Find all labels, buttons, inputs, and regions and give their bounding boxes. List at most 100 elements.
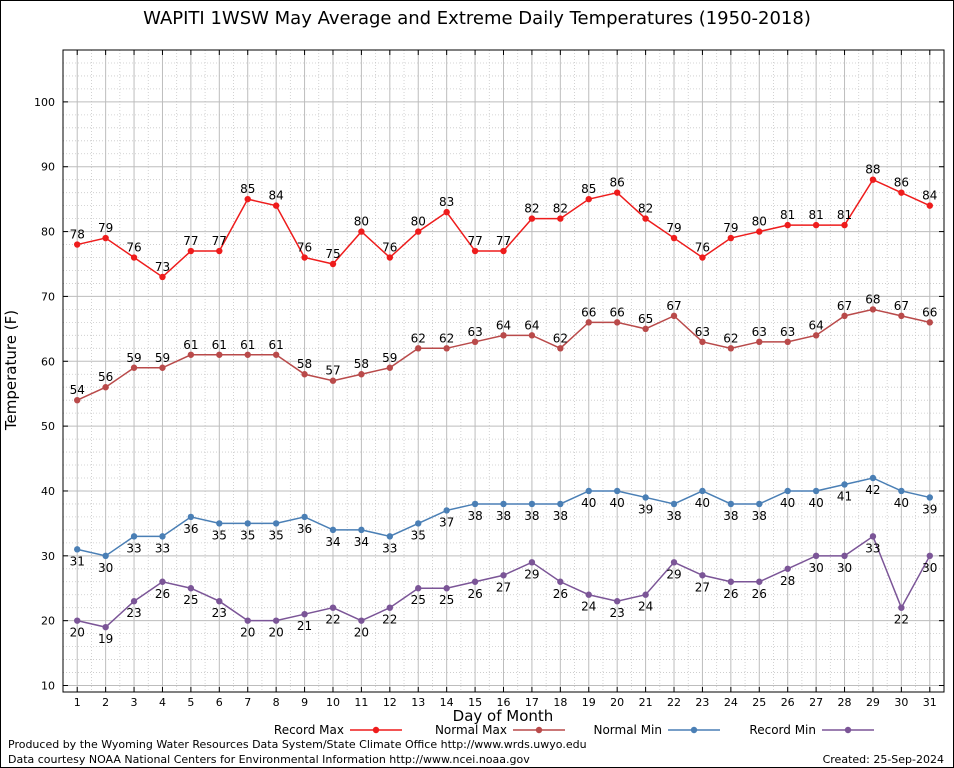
data-point (699, 487, 706, 495)
data-label: 38 (467, 509, 482, 523)
data-label: 35 (212, 528, 227, 542)
data-label: 80 (411, 215, 426, 229)
data-label: 38 (666, 509, 681, 523)
data-label: 80 (752, 215, 767, 229)
data-label: 85 (581, 182, 596, 196)
y-tick-label: 20 (41, 615, 55, 628)
data-label: 79 (723, 221, 738, 235)
data-label: 19 (98, 632, 113, 646)
y-axis-label: Temperature (F) (2, 310, 20, 431)
x-tick-label: 25 (752, 696, 766, 709)
data-point (528, 332, 536, 339)
data-label: 83 (439, 195, 454, 209)
data-point (500, 500, 507, 508)
x-tick-label: 21 (639, 696, 653, 709)
data-label: 80 (354, 215, 369, 229)
data-label: 38 (553, 509, 568, 523)
legend-label: Record Max (274, 723, 344, 737)
data-label: 58 (354, 357, 369, 371)
x-tick-label: 4 (159, 696, 166, 709)
data-label: 39 (638, 502, 653, 516)
legend-marker (690, 726, 698, 734)
legend-marker (372, 726, 380, 734)
data-label: 59 (126, 351, 141, 365)
data-label: 84 (922, 189, 937, 203)
data-point (926, 494, 933, 501)
data-point (272, 617, 280, 624)
data-label: 73 (155, 260, 170, 274)
data-point (159, 364, 166, 371)
data-label: 56 (98, 370, 113, 384)
y-tick-label: 30 (41, 550, 55, 563)
data-point (329, 526, 337, 534)
data-label: 34 (325, 535, 340, 549)
data-point (670, 500, 678, 508)
data-point (784, 338, 791, 346)
data-label: 36 (183, 522, 198, 536)
data-point (756, 578, 763, 585)
data-label: 77 (496, 234, 511, 248)
y-tick-label: 90 (41, 161, 55, 174)
data-point (841, 221, 848, 229)
footer-created: Created: 25-Sep-2024 (822, 753, 944, 766)
x-tick-label: 1 (74, 696, 81, 709)
data-label: 86 (610, 176, 625, 190)
data-point (812, 221, 820, 229)
data-point (898, 604, 905, 611)
data-label: 40 (610, 496, 625, 510)
x-tick-label: 9 (301, 696, 308, 709)
data-label: 66 (610, 305, 625, 319)
data-point (926, 552, 933, 560)
data-label: 42 (865, 483, 880, 497)
data-label: 22 (382, 613, 397, 627)
data-point (443, 507, 450, 514)
data-label: 82 (638, 202, 653, 216)
data-point (187, 351, 195, 358)
data-point (74, 396, 81, 404)
data-label: 62 (411, 331, 426, 345)
data-label: 35 (411, 528, 426, 542)
data-label: 78 (70, 228, 85, 242)
data-point (358, 371, 365, 378)
data-point (102, 234, 109, 242)
data-label: 28 (780, 574, 795, 588)
data-point (727, 234, 735, 242)
data-label: 61 (269, 338, 284, 352)
data-point (699, 338, 706, 346)
data-point (272, 520, 280, 527)
legend: Record Max Normal Max Normal Min Record Min (274, 723, 874, 737)
legend-item: Record Max (274, 723, 402, 737)
data-point (443, 585, 450, 592)
data-point (841, 312, 848, 320)
data-point (898, 487, 905, 495)
data-point (926, 319, 933, 326)
data-point (557, 215, 564, 222)
data-point (699, 572, 706, 579)
data-label: 25 (439, 593, 454, 607)
data-label: 40 (780, 496, 795, 510)
data-label: 61 (212, 338, 227, 352)
data-point (812, 332, 820, 339)
data-point (415, 228, 422, 235)
data-point (272, 351, 280, 358)
x-tick-label: 22 (667, 696, 681, 709)
data-label: 20 (269, 626, 284, 640)
data-point (216, 247, 223, 255)
legend-item: Normal Max (435, 723, 565, 737)
data-point (613, 598, 621, 605)
legend-label: Normal Max (435, 723, 507, 737)
data-point (244, 617, 251, 624)
footer-data-source: Data courtesy NOAA National Centers for … (8, 753, 530, 766)
data-point (585, 319, 592, 326)
data-label: 57 (325, 364, 340, 378)
y-tick-label: 80 (41, 226, 55, 239)
data-label: 33 (126, 541, 141, 555)
data-point (301, 610, 308, 618)
footer-producer: Produced by the Wyoming Water Resources … (8, 738, 587, 751)
data-label: 35 (269, 528, 284, 542)
data-point (386, 604, 394, 611)
data-point (471, 578, 479, 585)
x-tick-label: 23 (695, 696, 709, 709)
data-label: 27 (496, 580, 511, 594)
data-point (869, 176, 877, 183)
